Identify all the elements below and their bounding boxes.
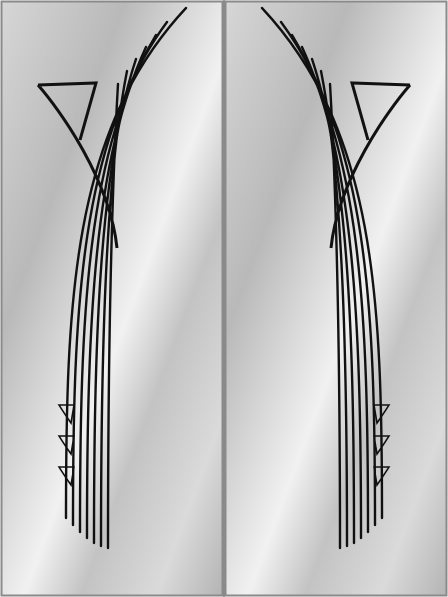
right-notch-triangle-3 [373, 466, 391, 488]
right-groove-line-1 [260, 6, 384, 520]
left-door-panel [0, 0, 224, 597]
left-notch-triangle-1 [57, 404, 75, 426]
left-groove-line-1 [64, 6, 188, 520]
right-groove-pattern [260, 6, 412, 550]
left-groove-line-7 [106, 82, 120, 550]
right-door-panel [224, 0, 448, 597]
right-mirror-surface [224, 0, 448, 597]
left-groove-line-6 [99, 69, 129, 548]
right-notch-triangle-2 [373, 435, 391, 457]
right-groove-line-6 [319, 69, 349, 548]
left-corner-triangle [36, 81, 119, 249]
left-notch-triangle-3 [57, 466, 75, 488]
left-groove-line-5 [92, 57, 138, 545]
left-notch-triangle-2 [57, 435, 75, 457]
right-notch-triangle-1 [373, 404, 391, 426]
right-groove-line-5 [310, 57, 356, 545]
left-groove-pattern [36, 6, 188, 550]
right-groove-line-4 [300, 45, 363, 540]
right-corner-triangle [329, 81, 412, 249]
left-mirror-surface [0, 0, 224, 597]
right-groove-line-7 [328, 82, 342, 550]
left-groove-line-4 [85, 45, 148, 540]
